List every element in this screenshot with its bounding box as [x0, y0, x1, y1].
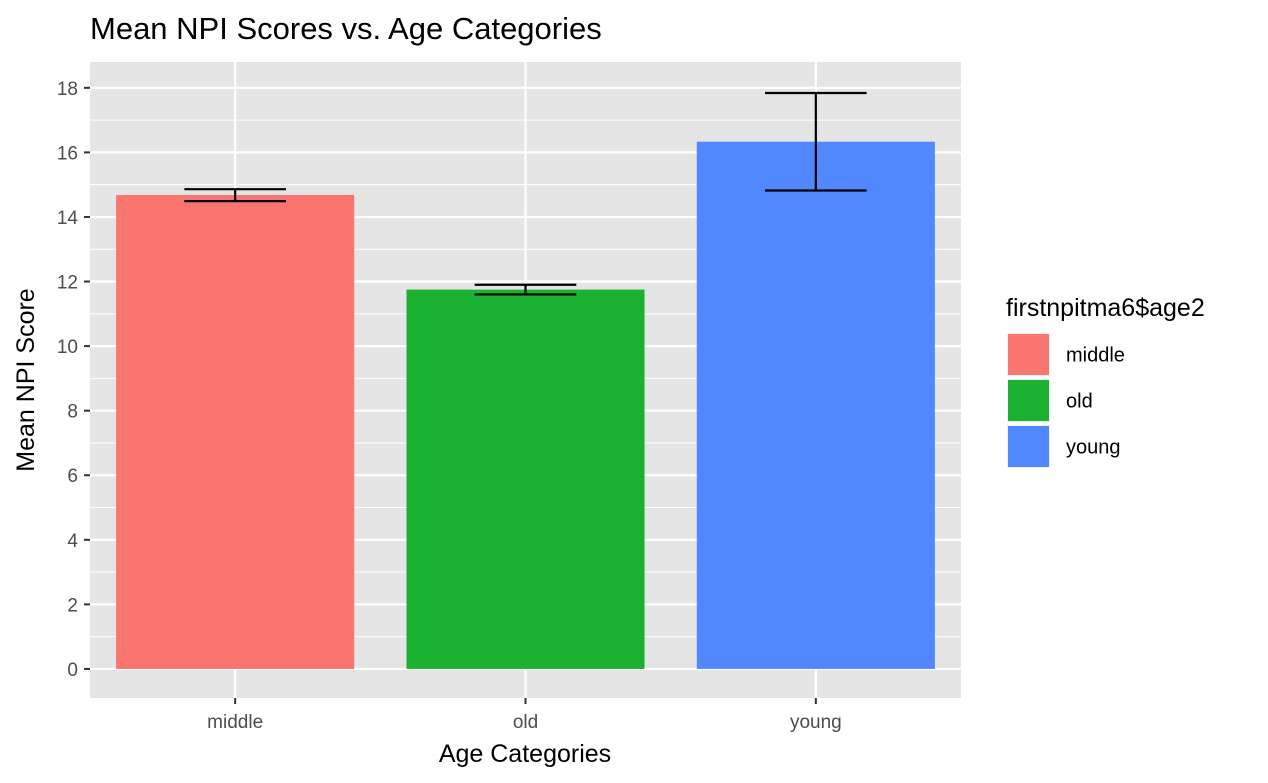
- legend: firstnpitma6$age2 middle old young: [1006, 294, 1205, 468]
- y-axis-title: Mean NPI Score: [12, 288, 40, 471]
- error-bar-young: [765, 91, 867, 192]
- y-tick-label: 4: [67, 531, 78, 552]
- y-axis: 0 2 4 6 8 10 12 14 16 18: [57, 79, 90, 681]
- error-bars: [184, 91, 867, 296]
- y-tick-label: 6: [67, 466, 78, 487]
- bar-old: [406, 289, 645, 669]
- chart-title: Mean NPI Scores vs. Age Categories: [90, 11, 602, 46]
- x-tick-label: young: [790, 712, 842, 733]
- x-tick-label: middle: [207, 712, 263, 733]
- error-bar-old: [474, 283, 577, 296]
- legend-key-old: [1008, 380, 1049, 421]
- bar-middle: [116, 195, 355, 669]
- y-tick-label: 12: [57, 273, 78, 294]
- legend-label: old: [1066, 391, 1093, 413]
- y-tick-label: 16: [57, 143, 78, 164]
- y-tick-label: 8: [67, 402, 78, 423]
- legend-label: middle: [1066, 345, 1125, 367]
- y-tick-label: 14: [57, 208, 79, 229]
- y-tick-label: 2: [67, 595, 78, 616]
- legend-title: firstnpitma6$age2: [1006, 294, 1205, 322]
- legend-key-middle: [1008, 334, 1049, 375]
- x-axis: middle old young: [207, 698, 842, 733]
- x-axis-title: Age Categories: [439, 740, 611, 768]
- legend-label: young: [1066, 437, 1121, 459]
- error-bar-middle: [184, 188, 286, 203]
- y-tick-label: 10: [57, 337, 78, 358]
- bar-young: [696, 141, 935, 669]
- y-tick-label: 0: [67, 660, 78, 681]
- x-tick-label: old: [513, 712, 538, 733]
- y-tick-label: 18: [57, 79, 78, 100]
- legend-key-young: [1008, 426, 1049, 467]
- bars: [116, 141, 935, 669]
